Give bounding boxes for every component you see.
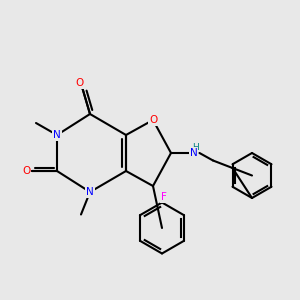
Text: N: N bbox=[53, 130, 61, 140]
Text: H: H bbox=[193, 142, 199, 152]
Text: O: O bbox=[75, 78, 84, 88]
Text: O: O bbox=[22, 166, 30, 176]
Text: O: O bbox=[149, 115, 157, 125]
Text: N: N bbox=[190, 148, 197, 158]
Text: F: F bbox=[160, 192, 166, 202]
Text: N: N bbox=[86, 187, 94, 197]
